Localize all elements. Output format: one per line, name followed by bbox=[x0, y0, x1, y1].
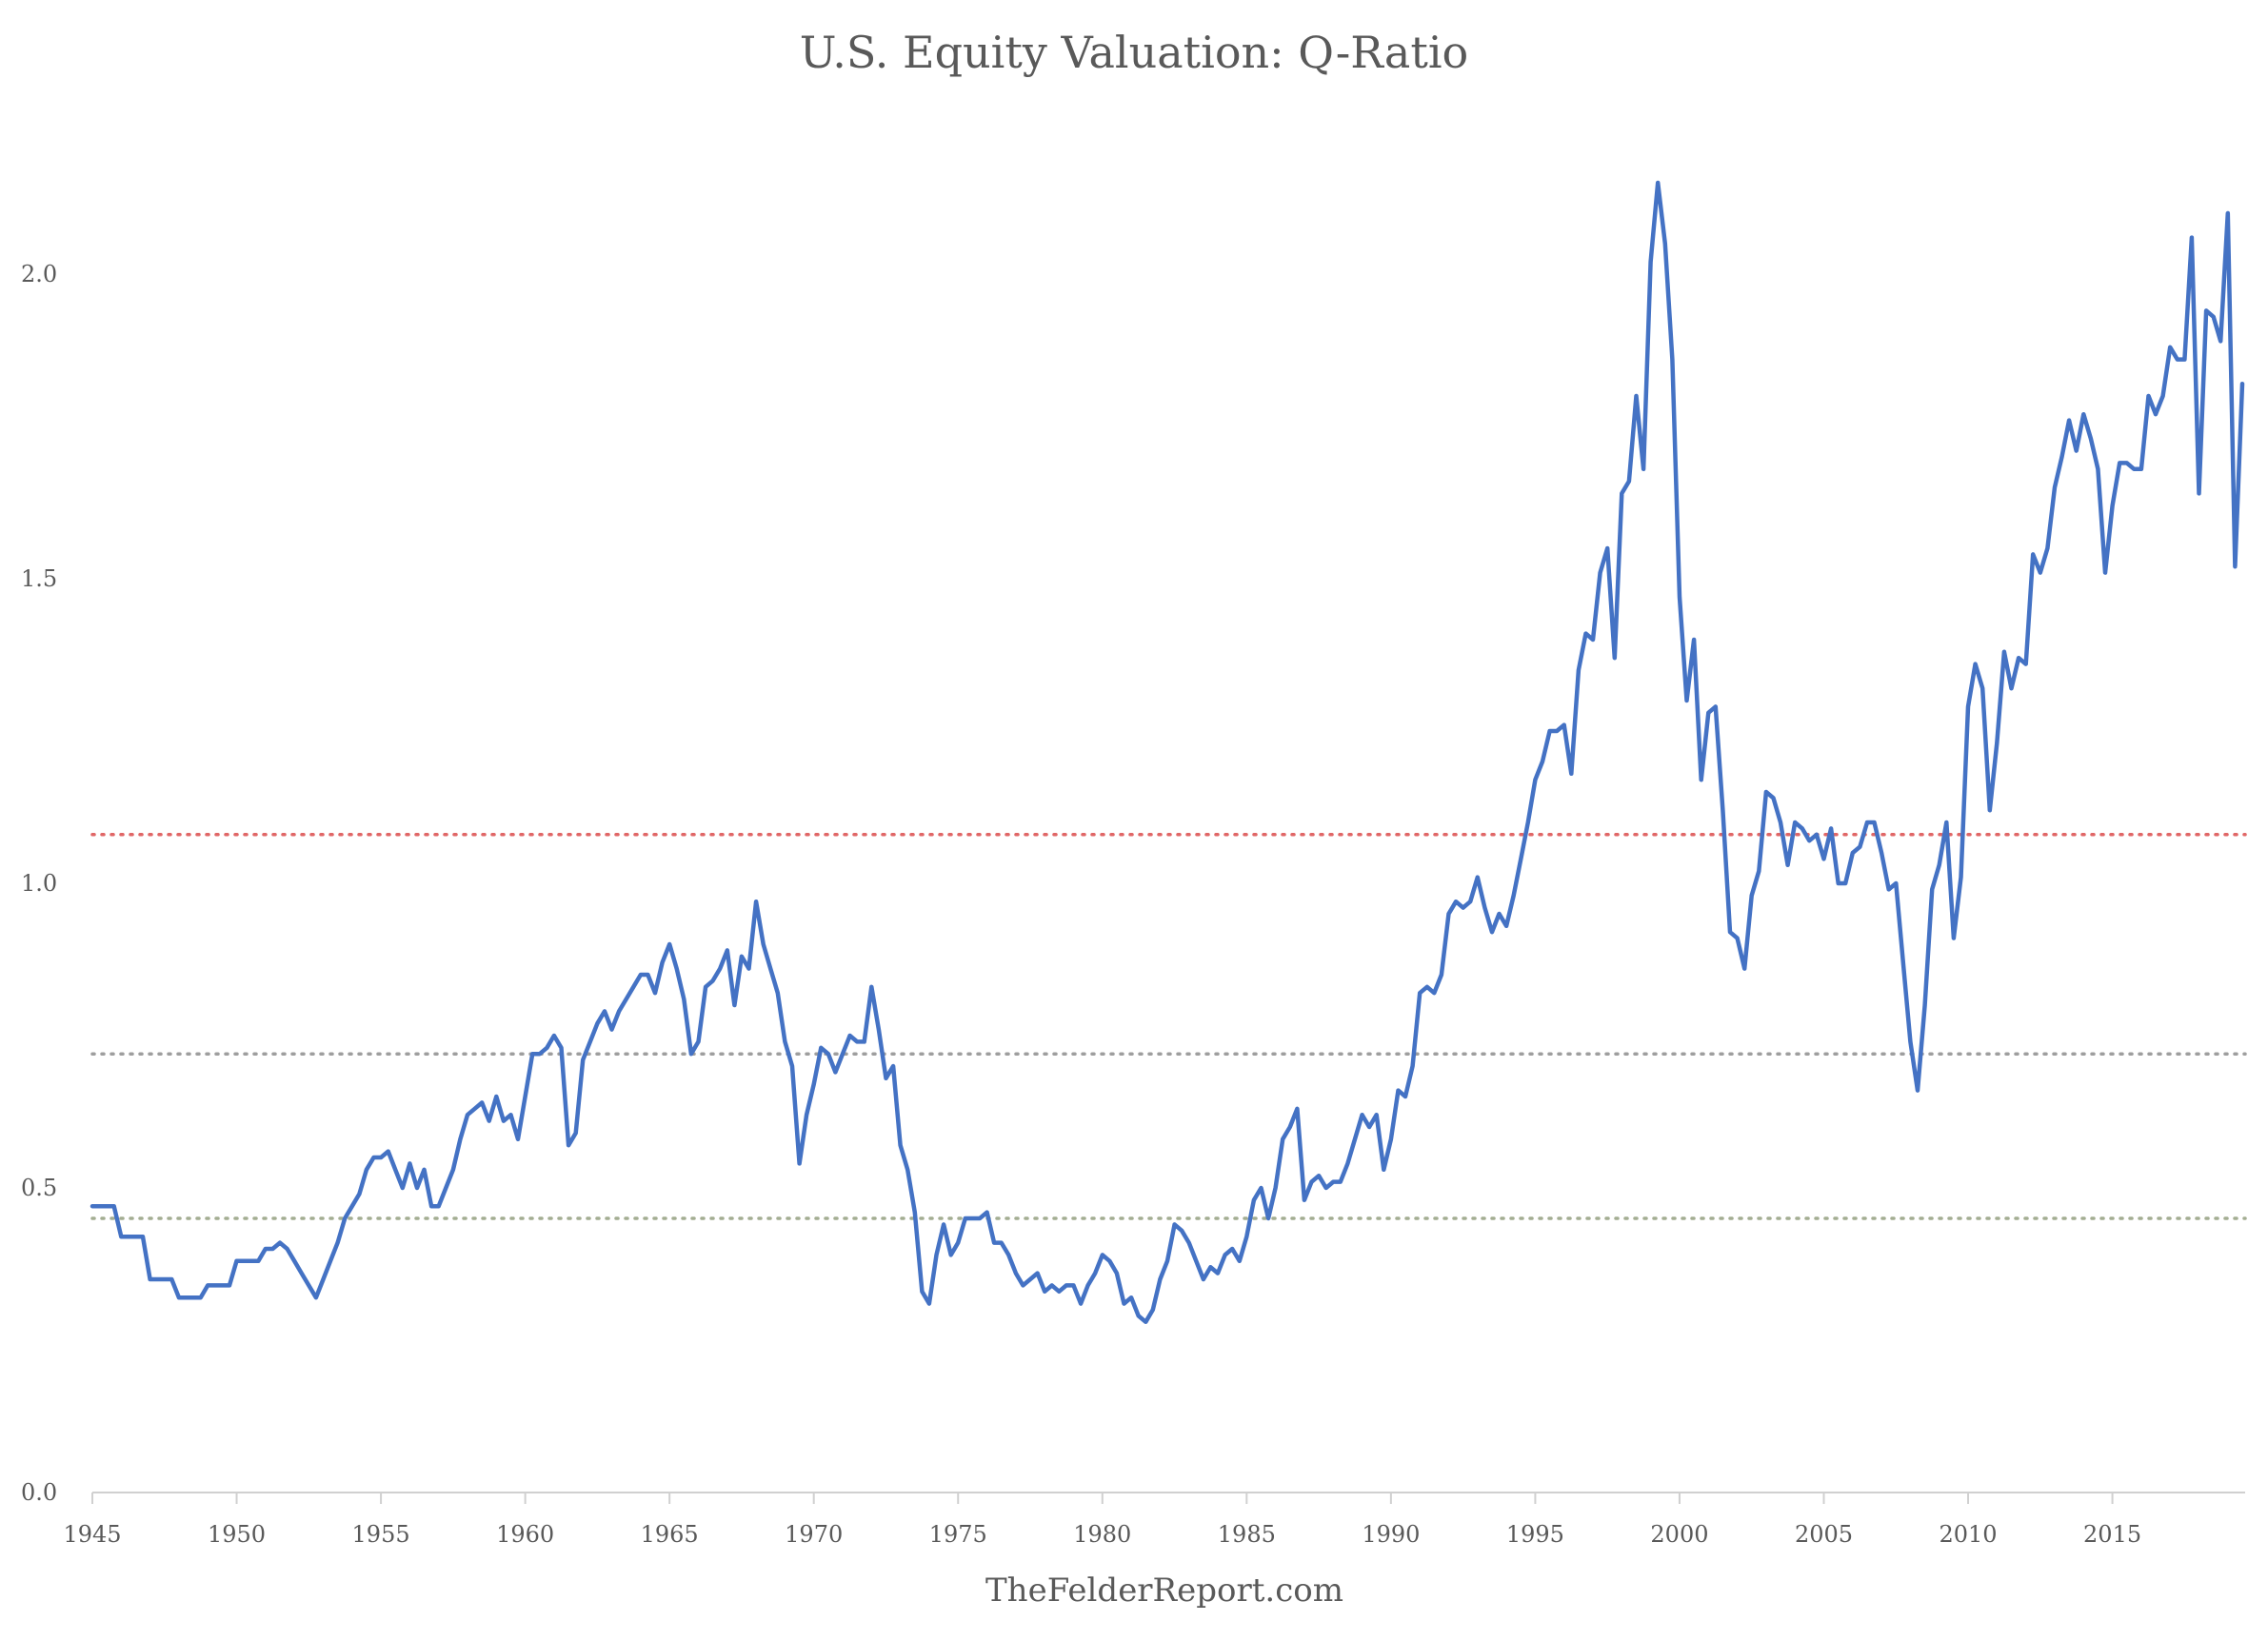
y-tick-label: 2.0 bbox=[21, 261, 57, 287]
x-tick-label: 1990 bbox=[1362, 1521, 1420, 1548]
y-tick-label: 0.5 bbox=[21, 1175, 57, 1201]
x-tick-label: 1975 bbox=[929, 1521, 987, 1548]
chart-title: U.S. Equity Valuation: Q-Ratio bbox=[799, 27, 1469, 78]
series-line-0 bbox=[90, 180, 2245, 1325]
x-tick-label: 2010 bbox=[1940, 1521, 1998, 1548]
x-tick-label: 2000 bbox=[1650, 1521, 1708, 1548]
series-layer bbox=[90, 180, 2245, 1325]
y-tick-label: 1.5 bbox=[21, 565, 57, 592]
x-tick-label: 2005 bbox=[1795, 1521, 1853, 1548]
x-tick-label: 1950 bbox=[208, 1521, 266, 1548]
y-tick-label: 1.0 bbox=[21, 870, 57, 897]
axes: 1945 1950 1955 1960 1965 1970 1975 1980 1985 1990… bbox=[21, 261, 2245, 1548]
reference-lines bbox=[90, 833, 2247, 1220]
x-tick-label: 1945 bbox=[63, 1521, 121, 1548]
y-tick-label: 0.0 bbox=[21, 1479, 57, 1506]
x-tick-label: 1960 bbox=[496, 1521, 554, 1548]
x-tick-label: 2015 bbox=[2083, 1521, 2141, 1548]
x-tick-label: 1995 bbox=[1506, 1521, 1564, 1548]
x-axis-label: TheFelderReport.com bbox=[985, 1572, 1343, 1610]
x-tick-label: 1955 bbox=[352, 1521, 410, 1548]
x-tick-label: 1980 bbox=[1073, 1521, 1131, 1548]
x-tick-label: 1985 bbox=[1218, 1521, 1276, 1548]
x-tick-label: 1970 bbox=[785, 1521, 843, 1548]
x-tick-label: 1965 bbox=[641, 1521, 699, 1548]
